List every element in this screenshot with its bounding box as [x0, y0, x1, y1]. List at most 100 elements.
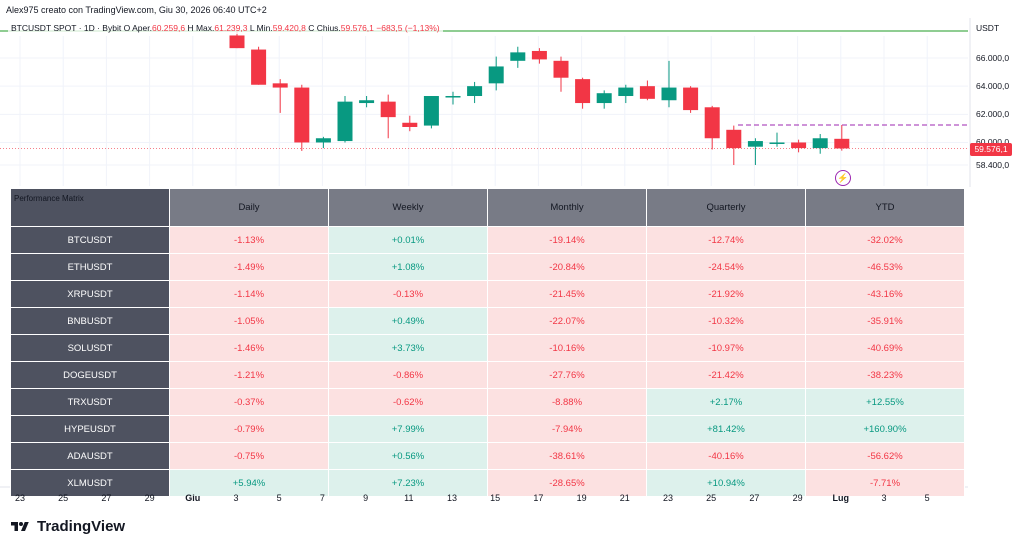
value-cell: +1.08% [328, 253, 488, 281]
time-axis-label: 19 [576, 493, 587, 503]
value-cell: -1.21% [169, 361, 329, 389]
time-axis-label: 3 [233, 493, 239, 503]
value-cell: -0.86% [328, 361, 488, 389]
tradingview-logo[interactable]: TradingView [8, 518, 125, 535]
tradingview-logo-icon [11, 521, 29, 531]
column-header-daily: Daily [169, 188, 329, 227]
value-cell: -27.76% [487, 361, 647, 389]
time-axis-label: 9 [363, 493, 369, 503]
value-cell: -35.91% [805, 307, 965, 335]
candle-body [380, 101, 396, 118]
value-cell: -1.14% [169, 280, 329, 308]
value-cell: +5.94% [169, 469, 329, 497]
value-cell: -56.62% [805, 442, 965, 470]
close-value: 59.576,1 [340, 23, 374, 33]
time-axis-label: 27 [749, 493, 760, 503]
symbol-cell: BNBUSDT [10, 307, 170, 335]
currency-label: USDT [976, 23, 1000, 33]
column-header-weekly: Weekly [328, 188, 488, 227]
candle-body [596, 93, 612, 104]
value-cell: -8.88% [487, 388, 647, 416]
value-cell: -1.46% [169, 334, 329, 362]
change-value: −683,5 (−1,13%) [376, 23, 440, 33]
symbol-cell: DOGEUSDT [10, 361, 170, 389]
time-axis-label: 3 [881, 493, 887, 503]
value-cell: -24.54% [646, 253, 806, 281]
time-axis-label: 13 [446, 493, 458, 503]
column-header-monthly: Monthly [487, 188, 647, 227]
value-cell: -28.65% [487, 469, 647, 497]
value-cell: +0.49% [328, 307, 488, 335]
symbol-cell: HYPEUSDT [10, 415, 170, 443]
value-cell: -0.75% [169, 442, 329, 470]
candle-body [575, 79, 591, 104]
value-cell: -32.02% [805, 226, 965, 254]
value-cell: -19.14% [487, 226, 647, 254]
candle-body [337, 101, 353, 142]
value-cell: +10.94% [646, 469, 806, 497]
symbol-legend: BTCUSDT SPOT · 1D · Bybit O Aper.60.259,… [8, 22, 443, 34]
symbol-cell: ETHUSDT [10, 253, 170, 281]
publisher-line: Alex975 creato con TradingView.com, Giu … [6, 5, 267, 15]
value-cell: -0.79% [169, 415, 329, 443]
value-cell: +81.42% [646, 415, 806, 443]
low-value: 59.420,8 [272, 23, 306, 33]
table-row: ETHUSDT -1.49% +1.08% -20.84% -24.54% -46.53% [10, 253, 965, 281]
value-cell: -21.45% [487, 280, 647, 308]
value-cell: -0.62% [328, 388, 488, 416]
value-cell: -10.32% [646, 307, 806, 335]
price-label: 66.000,0 [976, 53, 1010, 63]
value-cell: +160.90% [805, 415, 965, 443]
time-axis-label: 11 [404, 493, 414, 503]
candle-body [531, 50, 547, 60]
value-cell: -7.94% [487, 415, 647, 443]
candle-body [726, 129, 742, 149]
value-cell: +0.01% [328, 226, 488, 254]
table-row: XRPUSDT -1.14% -0.13% -21.45% -21.92% -43.16% [10, 280, 965, 308]
value-cell: +3.73% [328, 334, 488, 362]
symbol-cell: BTCUSDT [10, 226, 170, 254]
value-cell: -20.84% [487, 253, 647, 281]
symbol-cell: TRXUSDT [10, 388, 170, 416]
candle-body [467, 86, 483, 97]
value-cell: -38.23% [805, 361, 965, 389]
value-cell: +0.56% [328, 442, 488, 470]
candle-body [683, 87, 699, 111]
open-value: 60.259,6 [151, 23, 186, 33]
value-cell: -43.16% [805, 280, 965, 308]
candle-body [704, 107, 720, 139]
value-cell: -40.69% [805, 334, 965, 362]
candle-body [294, 87, 310, 143]
time-axis-label: 25 [58, 493, 69, 503]
table-row: XLMUSDT +5.94% +7.23% -28.65% +10.94% -7.71% [10, 469, 965, 497]
price-label: 64.000,0 [976, 81, 1010, 91]
table-row: ADAUSDT -0.75% +0.56% -38.61% -40.16% -56.62% [10, 442, 965, 470]
column-header-quarterly: Quarterly [646, 188, 806, 227]
value-cell: -1.05% [169, 307, 329, 335]
time-axis-label: 5 [924, 493, 930, 503]
time-axis-label: Lug [832, 493, 850, 503]
value-cell: -7.71% [805, 469, 965, 497]
value-cell: +2.17% [646, 388, 806, 416]
candle-body [445, 96, 461, 98]
candle-body [402, 122, 418, 127]
time-axis-label: Giu [185, 493, 201, 503]
table-row: DOGEUSDT -1.21% -0.86% -27.76% -21.42% -38.23… [10, 361, 965, 389]
candle-body [769, 142, 785, 144]
time-axis-label: 29 [792, 493, 803, 503]
candle-body [791, 142, 807, 149]
candle-body [639, 86, 655, 99]
last-price-tag: 59.576,1 [970, 143, 1012, 156]
candle-body [423, 96, 439, 126]
time-axis-label: 25 [706, 493, 717, 503]
column-header-ytd: YTD [805, 188, 965, 227]
time-axis-label: 5 [276, 493, 282, 503]
value-cell: -1.49% [169, 253, 329, 281]
time-axis-label: 27 [101, 493, 112, 503]
value-cell: -40.16% [646, 442, 806, 470]
brand-name: TradingView [37, 518, 126, 535]
matrix-title: Performance Matrix [10, 188, 170, 227]
value-cell: -0.13% [328, 280, 488, 308]
lightning-icon[interactable]: ⚡ [835, 170, 851, 186]
time-axis-label: 23 [662, 493, 674, 503]
